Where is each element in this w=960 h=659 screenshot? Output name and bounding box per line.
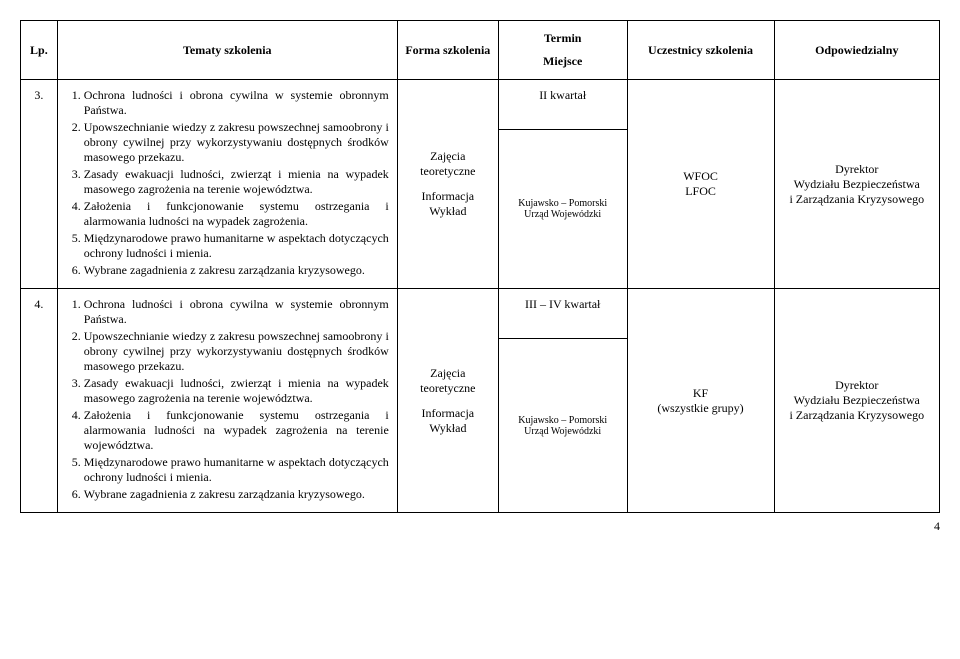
cell-lp: 3. (21, 80, 58, 289)
uczest-line: KF (634, 386, 768, 401)
odp-line: Wydziału Bezpieczeństwa (781, 177, 933, 192)
header-row: Lp. Tematy szkolenia Forma szkolenia Ter… (21, 21, 940, 51)
header-lp: Lp. (21, 21, 58, 80)
topic-item: Wybrane zagadnienia z zakresu zarządzani… (84, 487, 389, 502)
forma-line: Zajęciateoretyczne (404, 366, 492, 396)
topic-item: Zasady ewakuacji ludności, zwierząt i mi… (84, 167, 389, 197)
uczest-line: WFOC (634, 169, 768, 184)
topic-item: Założenia i funkcjonowanie systemu ostrz… (84, 408, 389, 453)
cell-forma: Zajęciateoretyczne InformacjaWykład (397, 289, 498, 513)
topic-item: Ochrona ludności i obrona cywilna w syst… (84, 297, 389, 327)
odp-line: i Zarządzania Kryzysowego (781, 408, 933, 423)
miejsce-line: Urząd Wojewódzki (505, 426, 621, 437)
cell-topics: Ochrona ludności i obrona cywilna w syst… (57, 289, 397, 513)
forma-line: Zajęciateoretyczne (404, 149, 492, 179)
table-row: 4.Ochrona ludności i obrona cywilna w sy… (21, 289, 940, 339)
topic-item: Upowszechnianie wiedzy z zakresu powszec… (84, 329, 389, 374)
table-row: 3.Ochrona ludności i obrona cywilna w sy… (21, 80, 940, 130)
topic-item: Ochrona ludności i obrona cywilna w syst… (84, 88, 389, 118)
cell-termin: II kwartał (498, 80, 627, 130)
header-uczestnicy: Uczestnicy szkolenia (627, 21, 774, 80)
cell-uczestnicy: KF(wszystkie grupy) (627, 289, 774, 513)
cell-odpowiedzialny: DyrektorWydziału Bezpieczeństwai Zarządz… (774, 289, 939, 513)
cell-miejsce: Kujawsko – PomorskiUrząd Wojewódzki (498, 339, 627, 513)
miejsce-line: Kujawsko – Pomorski (505, 415, 621, 426)
cell-uczestnicy: WFOCLFOC (627, 80, 774, 289)
cell-forma: Zajęciateoretyczne InformacjaWykład (397, 80, 498, 289)
uczest-line: (wszystkie grupy) (634, 401, 768, 416)
page-number: 4 (20, 519, 940, 534)
topic-item: Międzynarodowe prawo humanitarne w aspek… (84, 231, 389, 261)
forma-line: InformacjaWykład (404, 189, 492, 219)
header-forma: Forma szkolenia (397, 21, 498, 80)
header-odpowiedzialny: Odpowiedzialny (774, 21, 939, 80)
odp-line: Dyrektor (781, 162, 933, 177)
topic-item: Wybrane zagadnienia z zakresu zarządzani… (84, 263, 389, 278)
topic-item: Upowszechnianie wiedzy z zakresu powszec… (84, 120, 389, 165)
uczest-line: LFOC (634, 184, 768, 199)
cell-topics: Ochrona ludności i obrona cywilna w syst… (57, 80, 397, 289)
training-table: Lp. Tematy szkolenia Forma szkolenia Ter… (20, 20, 940, 513)
odp-line: Dyrektor (781, 378, 933, 393)
topic-item: Zasady ewakuacji ludności, zwierząt i mi… (84, 376, 389, 406)
odp-line: Wydziału Bezpieczeństwa (781, 393, 933, 408)
cell-lp: 4. (21, 289, 58, 513)
cell-termin: III – IV kwartał (498, 289, 627, 339)
header-tematy: Tematy szkolenia (57, 21, 397, 80)
topic-item: Założenia i funkcjonowanie systemu ostrz… (84, 199, 389, 229)
cell-miejsce: Kujawsko – PomorskiUrząd Wojewódzki (498, 130, 627, 289)
header-termin: Termin (498, 21, 627, 51)
miejsce-line: Urząd Wojewódzki (505, 209, 621, 220)
forma-line: InformacjaWykład (404, 406, 492, 436)
cell-odpowiedzialny: DyrektorWydziału Bezpieczeństwai Zarządz… (774, 80, 939, 289)
header-miejsce: Miejsce (498, 50, 627, 80)
odp-line: i Zarządzania Kryzysowego (781, 192, 933, 207)
miejsce-line: Kujawsko – Pomorski (505, 198, 621, 209)
topic-item: Międzynarodowe prawo humanitarne w aspek… (84, 455, 389, 485)
